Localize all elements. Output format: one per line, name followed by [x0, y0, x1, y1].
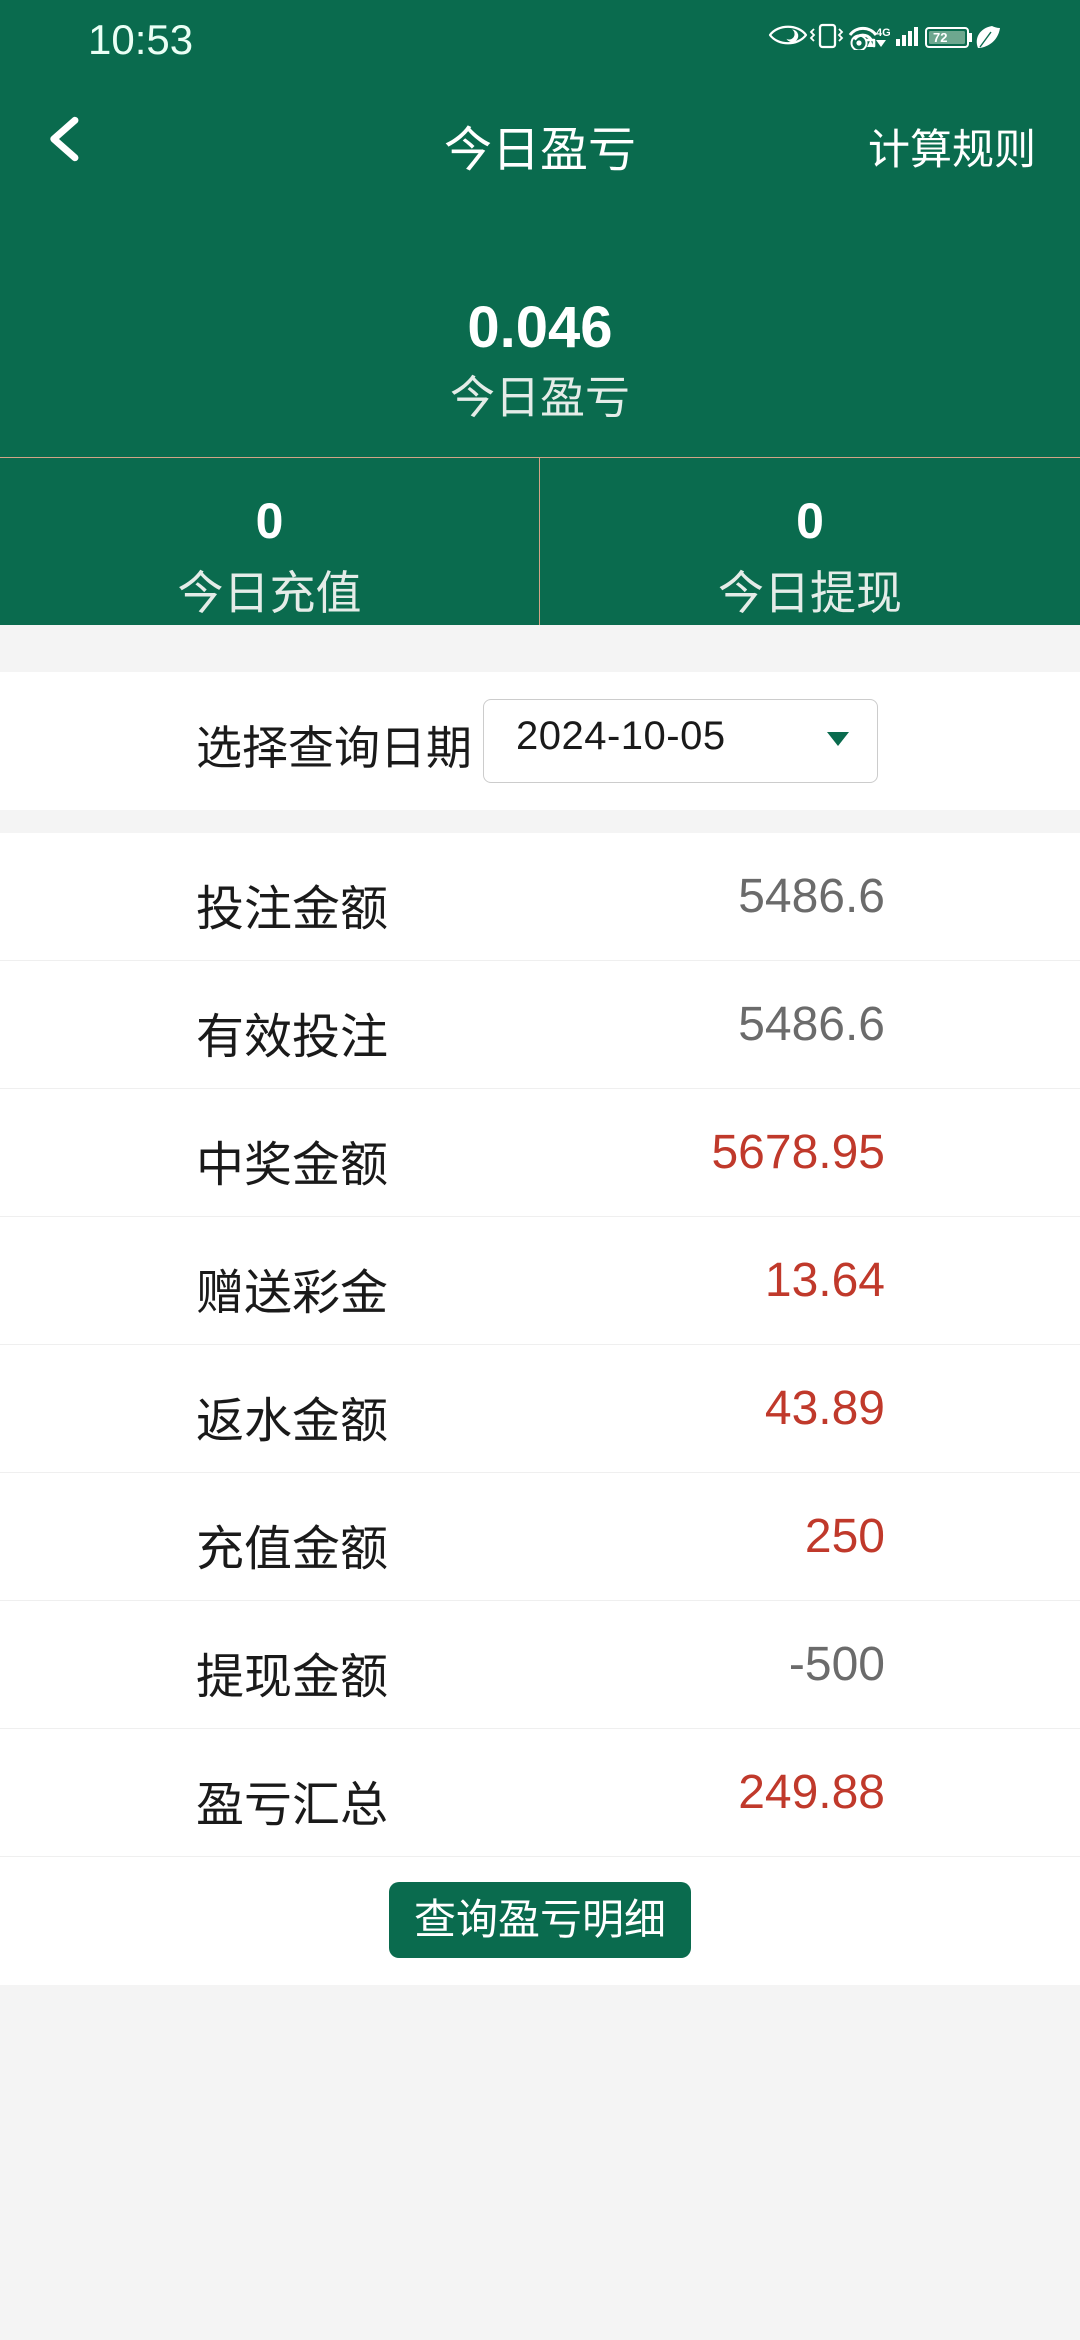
svg-text:72: 72: [933, 30, 947, 45]
svg-text:4G: 4G: [876, 27, 891, 39]
